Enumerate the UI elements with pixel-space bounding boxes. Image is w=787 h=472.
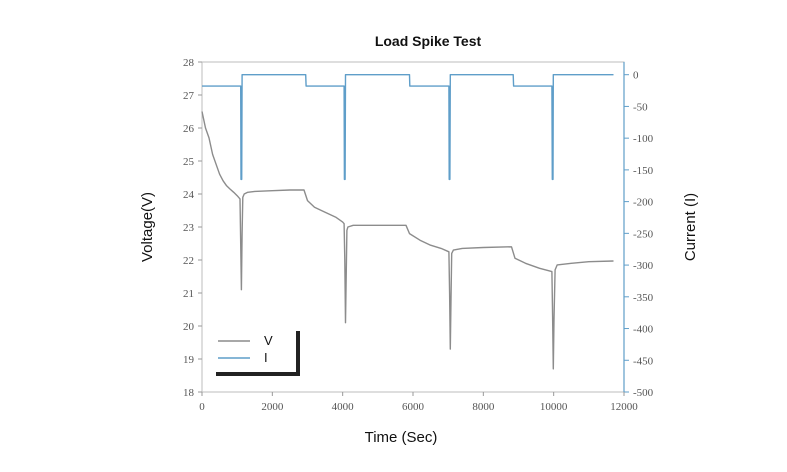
right-tick-label: -350 <box>633 292 654 304</box>
right-axis-title: Current (I) <box>682 193 699 261</box>
x-tick-label: 4000 <box>332 401 355 413</box>
x-axis-title: Time (Sec) <box>365 429 438 446</box>
left-tick-label: 25 <box>183 156 195 168</box>
bottom-axis: 0 2000 4000 6000 8000 10000 12000 <box>199 392 638 413</box>
right-tick-label: -100 <box>633 133 654 145</box>
left-tick-label: 18 <box>183 387 195 399</box>
right-tick-label: -450 <box>633 355 654 367</box>
x-tick-label: 12000 <box>610 401 638 413</box>
x-tick-label: 0 <box>199 401 205 413</box>
right-axis: 0 -50 -100 -150 -200 -250 -300 -350 -400 -450 -500 <box>623 62 654 399</box>
left-axis-title: Voltage(V) <box>139 192 156 262</box>
right-tick-label: 0 <box>633 70 639 82</box>
x-tick-label: 6000 <box>402 401 425 413</box>
left-tick-label: 21 <box>183 288 194 300</box>
legend-i-label: I <box>264 350 268 365</box>
left-tick-label: 23 <box>183 222 195 234</box>
right-tick-label: -400 <box>633 324 654 336</box>
series-line-i <box>202 74 614 181</box>
series-layer <box>201 74 614 370</box>
x-tick-label: 8000 <box>472 401 495 413</box>
right-tick-label: -150 <box>633 165 654 177</box>
x-tick-label: 2000 <box>261 401 284 413</box>
legend-frame <box>216 331 300 376</box>
right-tick-label: -500 <box>633 387 654 399</box>
legend: V I <box>216 331 300 376</box>
x-tick-label: 10000 <box>540 401 568 413</box>
left-tick-label: 22 <box>183 255 194 267</box>
right-tick-label: -200 <box>633 197 654 209</box>
left-axis: 18 19 20 21 22 23 24 25 26 27 28 <box>183 57 202 399</box>
left-tick-label: 24 <box>183 189 195 201</box>
chart-title: Load Spike Test <box>375 33 482 49</box>
left-tick-label: 27 <box>183 90 195 102</box>
right-tick-label: -50 <box>633 101 648 113</box>
left-tick-label: 26 <box>183 123 195 135</box>
left-tick-label: 20 <box>183 321 195 333</box>
right-tick-label: -250 <box>633 228 654 240</box>
left-tick-label: 19 <box>183 354 195 366</box>
right-tick-label: -300 <box>633 260 654 272</box>
legend-v-label: V <box>264 333 273 348</box>
series-line-v <box>201 111 614 370</box>
left-tick-label: 28 <box>183 57 195 69</box>
